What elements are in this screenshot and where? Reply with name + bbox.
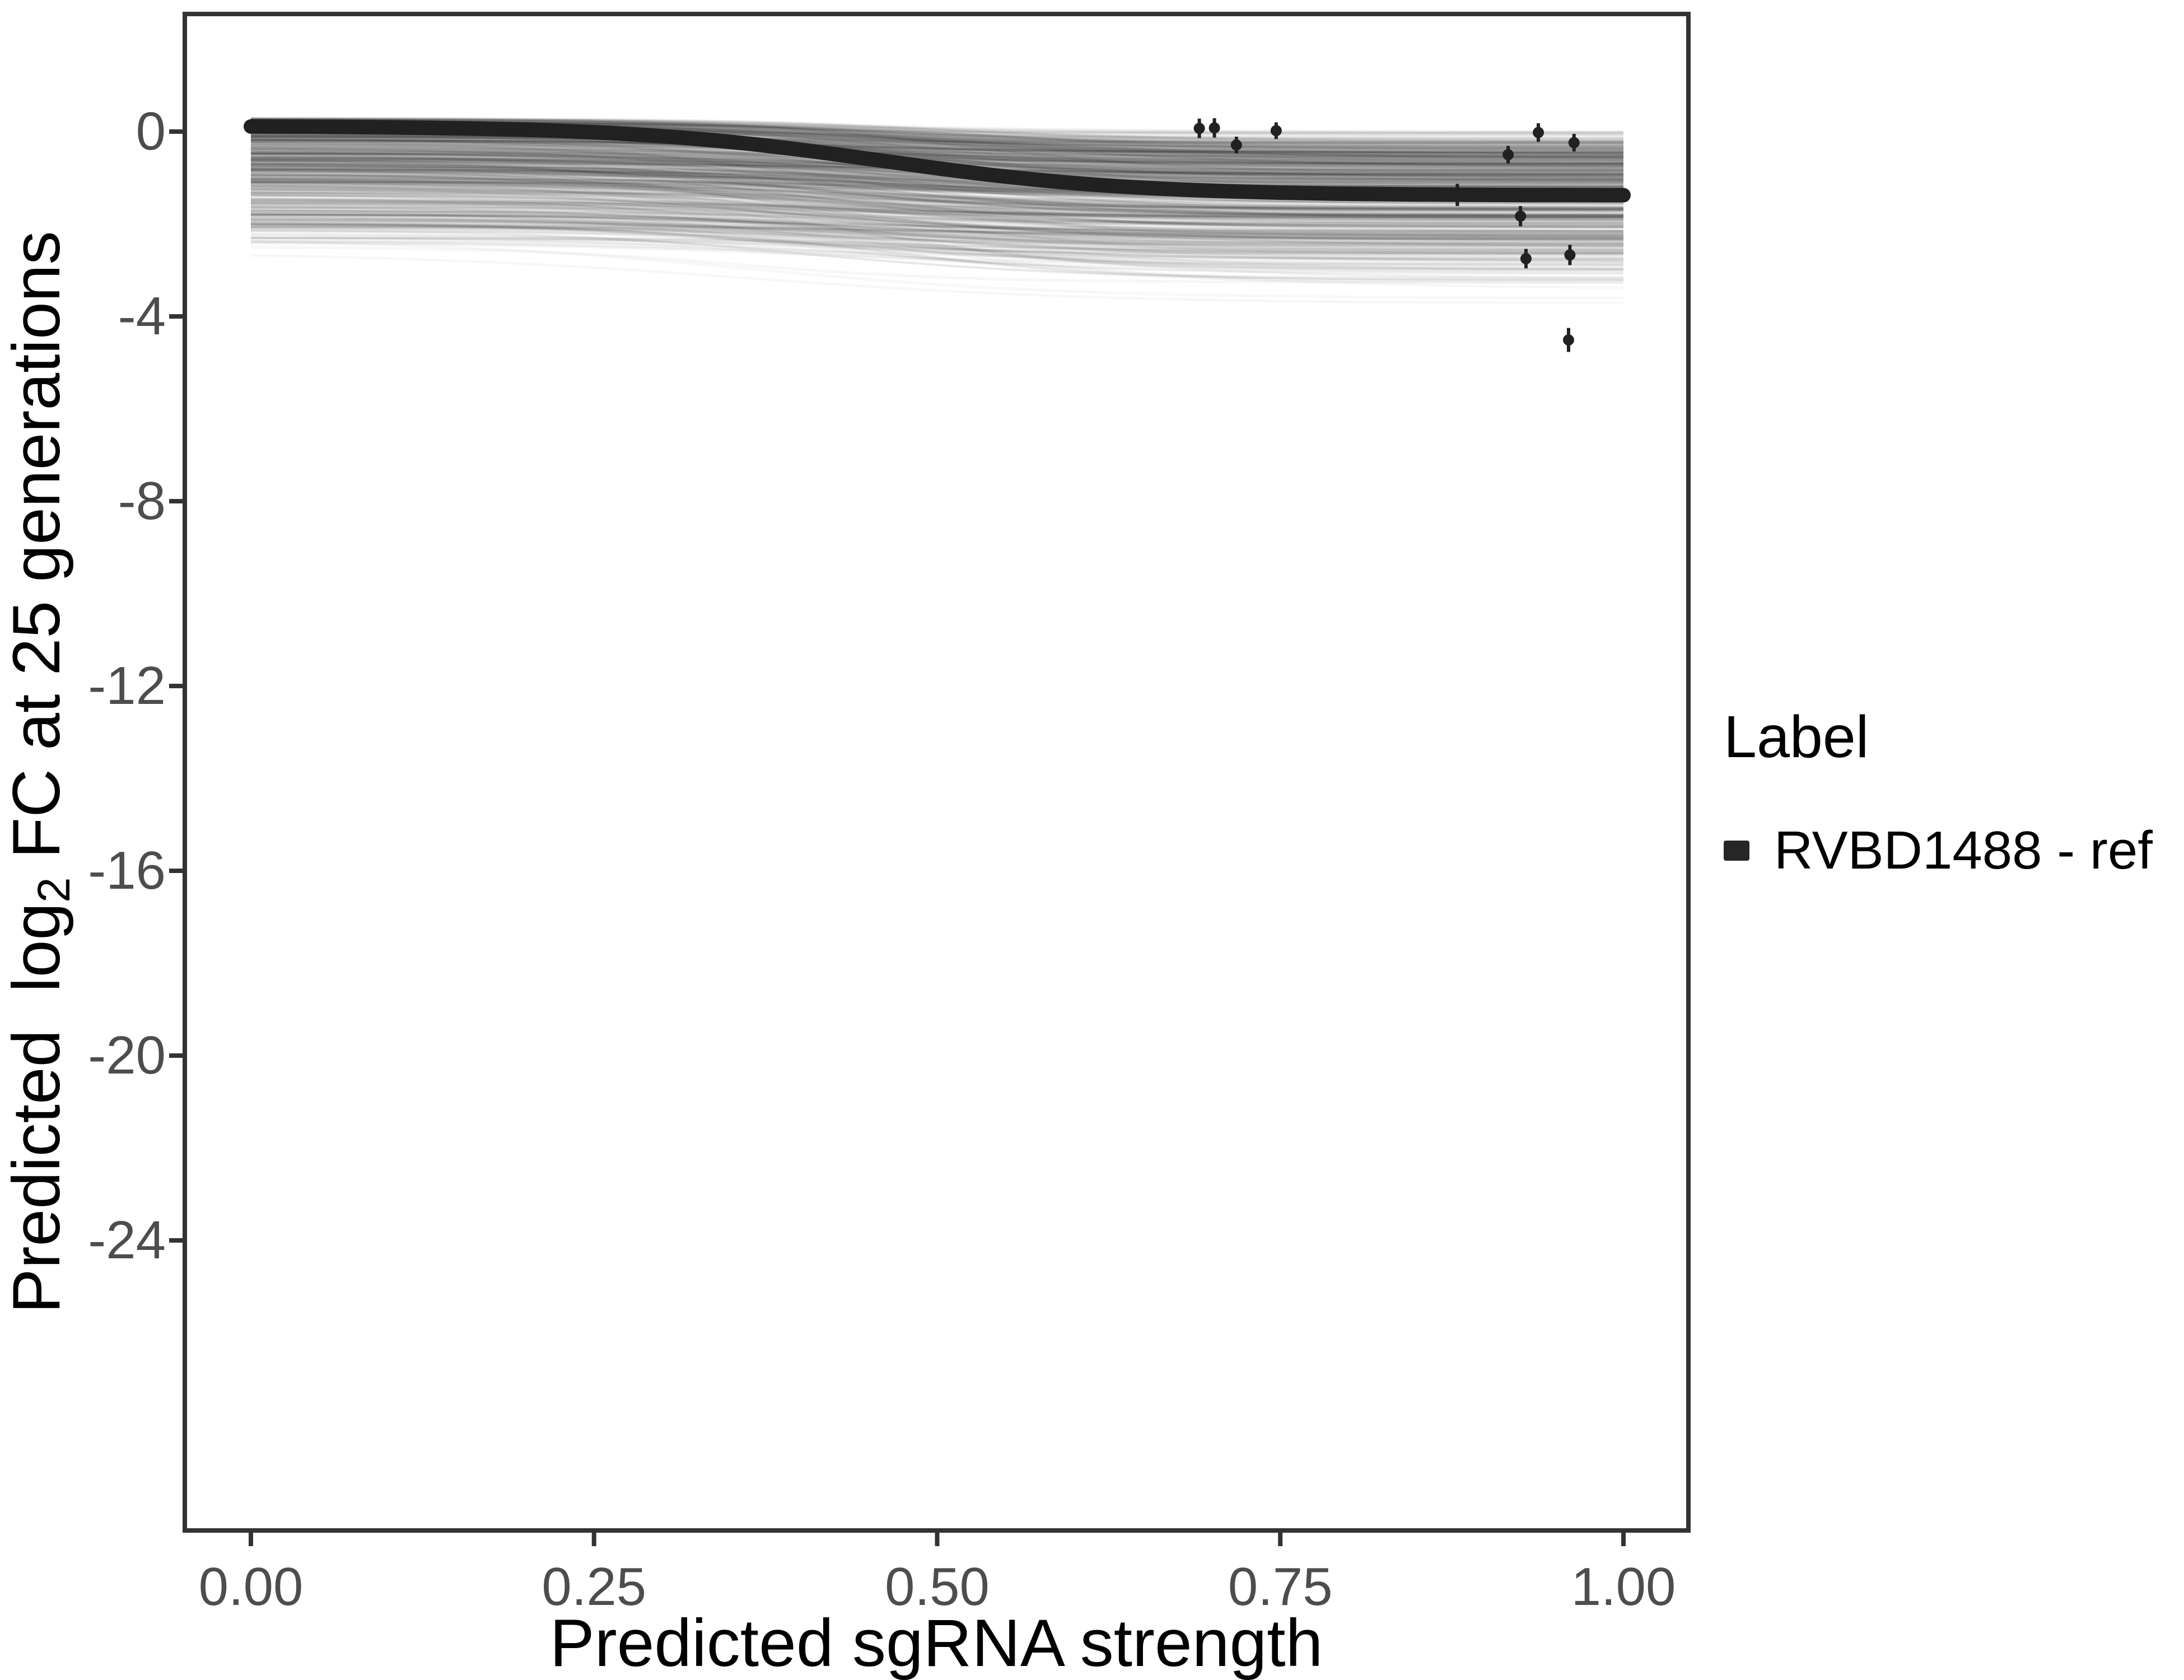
- y-axis-title-suffix: FC at 25 generations: [0, 231, 74, 878]
- panel-border: [183, 12, 1691, 1533]
- y-tick-label: -4: [118, 286, 166, 346]
- y-tick-label: -12: [88, 656, 166, 716]
- legend-title: Label: [1724, 704, 1869, 770]
- y-axis-title-prefix: Predicted log: [0, 902, 74, 1314]
- errorbar-point: [1520, 249, 1532, 269]
- x-tick-label: 1.00: [1571, 1557, 1676, 1617]
- legend-key-line-swatch: [1724, 841, 1749, 861]
- errorbar-point: [1502, 146, 1514, 164]
- x-tick-label: 0.00: [198, 1557, 304, 1617]
- legend-entry: RVBD1488 - ref: [1724, 820, 2153, 881]
- uncertainty-band: [250, 116, 1624, 284]
- errorbar-point: [1270, 122, 1282, 139]
- errorbar-point: [1562, 328, 1574, 352]
- y-tick-label: -20: [88, 1025, 166, 1085]
- data-points: [1193, 118, 1580, 352]
- errorbar-point: [1533, 123, 1544, 142]
- y-tick-label: -24: [88, 1210, 166, 1270]
- y-tick-label: -16: [88, 841, 166, 900]
- errorbar-point: [1230, 137, 1242, 153]
- errorbar-point: [1208, 118, 1220, 138]
- errorbar-point: [1515, 206, 1527, 227]
- x-tick-label: 0.25: [542, 1557, 647, 1617]
- x-tick-label: 0.50: [885, 1557, 990, 1617]
- legend-entry-label: RVBD1488 - ref: [1774, 820, 2153, 880]
- axis-tick-marks: [169, 129, 1626, 1546]
- errorbar-point: [1452, 184, 1463, 206]
- y-axis-title: Predicted log2 FC at 25 generations: [0, 231, 81, 1313]
- y-tick-label: 0: [136, 101, 166, 161]
- x-tick-label: 0.75: [1228, 1557, 1333, 1617]
- legend: Label RVBD1488 - ref: [1724, 703, 2153, 881]
- errorbar-point: [1568, 134, 1580, 152]
- fit-curve-line: [244, 119, 1631, 203]
- y-tick-label: -8: [118, 471, 166, 531]
- errorbar-point: [1193, 118, 1205, 138]
- y-axis-title-subscript: 2: [28, 877, 80, 903]
- errorbar-point: [1564, 245, 1576, 265]
- x-axis-title: Predicted sgRNA strength: [549, 1606, 1323, 1680]
